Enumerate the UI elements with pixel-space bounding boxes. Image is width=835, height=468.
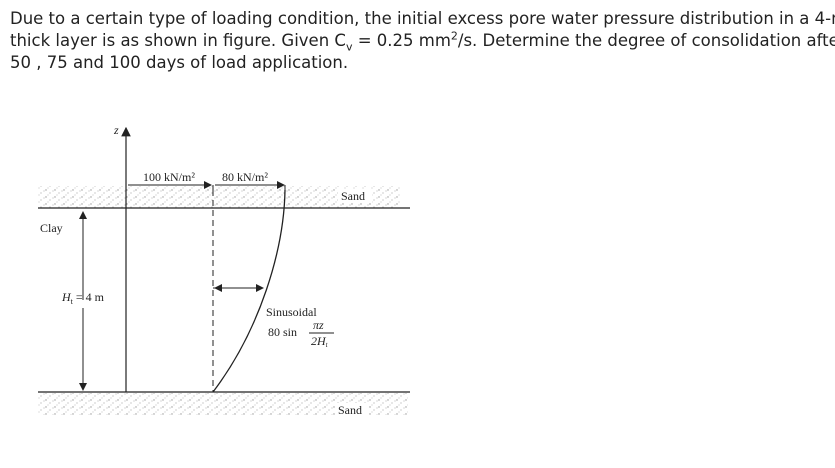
text: H bbox=[61, 290, 72, 304]
axis-label: z bbox=[113, 123, 119, 137]
layer-label: Clay bbox=[40, 221, 63, 235]
text: 2H bbox=[311, 334, 327, 348]
text: = 0.25 mm bbox=[352, 31, 451, 50]
label-bg bbox=[335, 403, 369, 417]
question-line: thick layer is as shown in figure. Given… bbox=[10, 29, 835, 54]
text: /s. Determine the degree of consolidatio… bbox=[457, 31, 835, 50]
superscript: 2 bbox=[450, 29, 458, 43]
formula-numerator: πz bbox=[313, 318, 324, 332]
text: = 4 m bbox=[73, 290, 105, 304]
layer-label: Sand bbox=[338, 403, 362, 417]
question-line: Due to a certain type of loading conditi… bbox=[10, 9, 835, 28]
subscript: t bbox=[326, 341, 329, 349]
sinusoidal-curve bbox=[212, 189, 286, 393]
formula: 80 sin bbox=[268, 325, 297, 339]
layer-label: Sand bbox=[341, 189, 365, 203]
load-label: 100 kN/m² bbox=[143, 170, 195, 184]
formula-denominator: 2Ht bbox=[311, 334, 329, 349]
dimension-label: Ht = 4 m bbox=[61, 290, 105, 306]
subscript: v bbox=[345, 40, 353, 54]
question: Due to a certain type of loading conditi… bbox=[10, 8, 835, 74]
subscript: t bbox=[71, 297, 74, 306]
curve-label: Sinusoidal bbox=[266, 305, 317, 319]
load-label: 80 kN/m² bbox=[222, 170, 268, 184]
sand-layer bbox=[38, 393, 408, 415]
text: thick layer is as shown in figure. Given… bbox=[10, 31, 346, 50]
sand-layer bbox=[38, 186, 400, 208]
label-bg bbox=[338, 189, 372, 203]
question-line: 50 , 75 and 100 days of load application… bbox=[10, 53, 349, 72]
